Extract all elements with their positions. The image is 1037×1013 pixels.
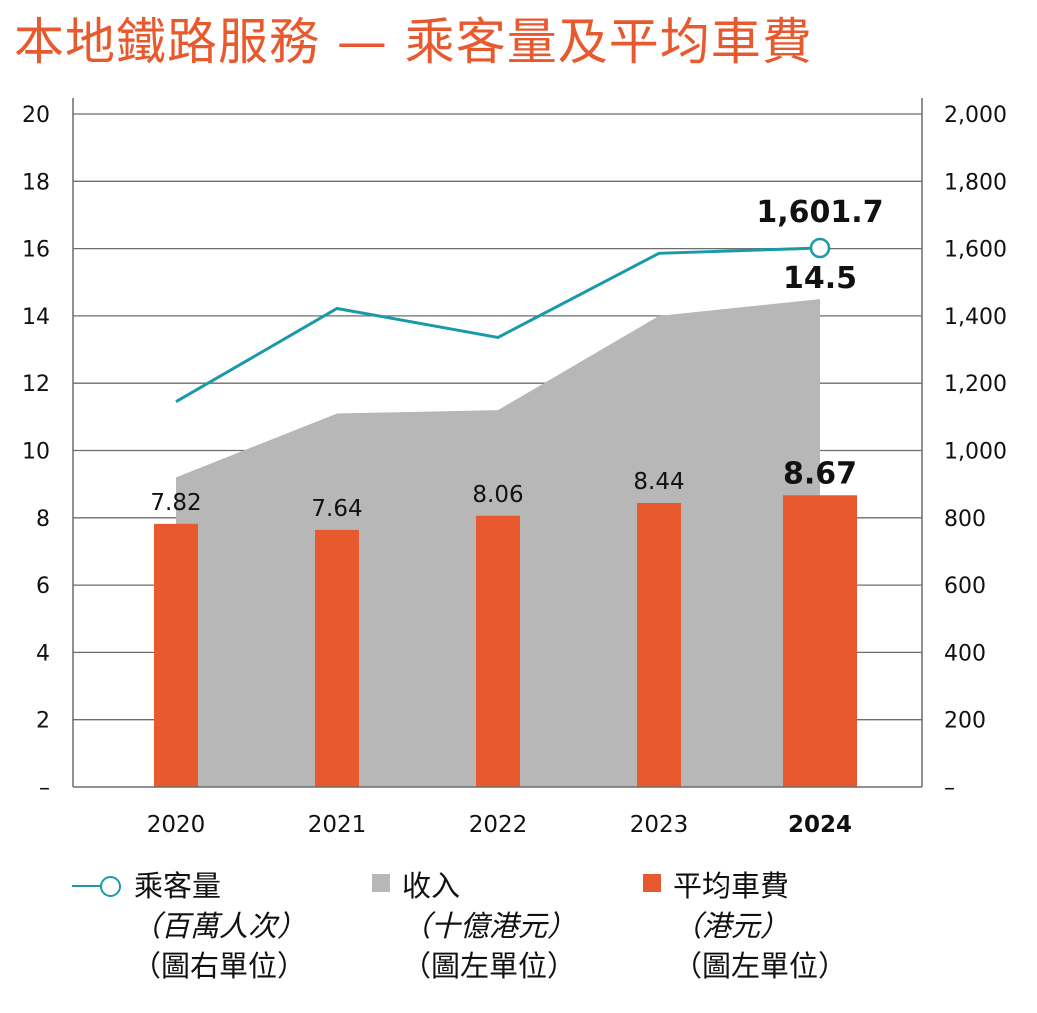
legend-unit: （十億港元）	[402, 909, 577, 943]
fare-data-label: 8.44	[633, 469, 684, 495]
legend-label: 乘客量	[134, 869, 222, 903]
data-labels: 7.82 7.64 8.06 8.44 8.67 14.5 1,601.7	[150, 195, 883, 522]
left-axis-tick-label: 6	[36, 574, 50, 599]
fare-data-label: 7.64	[311, 496, 362, 522]
fare-data-label: 7.82	[150, 490, 201, 516]
legend-unit: （百萬人次）	[132, 909, 307, 943]
legend-label: 收入	[402, 869, 461, 903]
legend-item-fare: 平均車費 （港元） （圖左單位）	[643, 866, 847, 986]
fare-bar	[154, 523, 198, 787]
right-axis-tick-label: 1,400	[944, 305, 1007, 330]
patronage-data-label: 1,601.7	[756, 195, 883, 230]
revenue-data-label: 14.5	[783, 261, 857, 296]
right-axis-tick-label: 2,000	[944, 103, 1007, 128]
patronage-line	[175, 246, 821, 404]
legend-axis-note: （圖左單位）	[673, 949, 848, 983]
legend-label: 平均車費	[673, 869, 790, 903]
axes	[72, 98, 923, 788]
chart-title: 本地鐵路服務 — 乘客量及平均車費	[14, 13, 813, 71]
left-axis-tick-label: 18	[22, 170, 50, 195]
right-axis-tick-label: 1,800	[944, 170, 1007, 195]
right-axis-tick-label: 200	[944, 709, 986, 734]
tick-labels: – 2 4 6 8 10 12 14 16 18 20 – 200 400 600 800 1,000 1,200…	[22, 103, 1007, 838]
legend-unit: （港元）	[673, 909, 790, 943]
left-axis-tick-label: 4	[36, 641, 50, 666]
left-axis-tick-label: 12	[22, 372, 50, 397]
right-axis-tick-label: –	[944, 776, 955, 801]
combo-chart: 7.82 7.64 8.06 8.44 8.67 14.5 1,601.7 – 2 4 6 8 10 1…	[22, 98, 1007, 838]
right-axis-tick-label: 1,200	[944, 372, 1007, 397]
left-axis-tick-label: 8	[36, 507, 50, 532]
fare-bar	[637, 502, 681, 787]
legend-axis-note: （圖左單位）	[402, 949, 577, 983]
right-axis-tick-label: 1,600	[944, 238, 1007, 263]
legend-axis-note: （圖右單位）	[132, 949, 307, 983]
line-circle-marker-icon	[72, 874, 124, 898]
fare-bar	[476, 515, 520, 787]
legend-item-patronage: 乘客量 （百萬人次） （圖右單位）	[72, 866, 306, 986]
legend-item-revenue: 收入 （十億港元） （圖左單位）	[372, 866, 576, 986]
x-axis-tick-label: 2020	[147, 812, 206, 838]
right-axis-tick-label: 600	[944, 574, 986, 599]
right-axis-tick-label: 1,000	[944, 440, 1007, 465]
fare-data-label: 8.67	[783, 456, 857, 491]
patronage-point-marker	[809, 237, 831, 259]
gray-square-icon	[372, 874, 390, 892]
x-axis-tick-label: 2022	[469, 812, 528, 838]
left-axis-tick-label: 20	[22, 103, 50, 128]
x-axis-tick-label: 2024	[788, 812, 852, 838]
left-axis-tick-label: 10	[22, 440, 50, 465]
x-axis-tick-label: 2021	[308, 812, 367, 838]
fare-data-label: 8.06	[472, 482, 523, 508]
left-axis-tick-label: 14	[22, 305, 50, 330]
left-axis-tick-label: 16	[22, 238, 50, 263]
left-axis-tick-label: –	[39, 776, 50, 801]
right-axis-tick-label: 800	[944, 507, 986, 532]
right-axis-tick-label: 400	[944, 641, 986, 666]
fare-bar-series	[154, 495, 857, 787]
patronage-line-series	[175, 237, 831, 404]
left-axis-tick-label: 2	[36, 709, 50, 734]
fare-bar	[783, 495, 857, 787]
x-axis-tick-label: 2023	[630, 812, 689, 838]
orange-square-icon	[643, 874, 661, 892]
fare-bar	[315, 529, 359, 787]
